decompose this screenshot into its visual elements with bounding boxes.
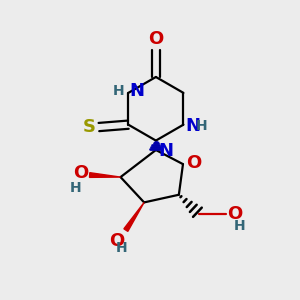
Text: O: O: [227, 205, 243, 223]
Text: O: O: [148, 29, 164, 47]
Polygon shape: [89, 173, 121, 177]
Text: H: H: [196, 119, 207, 133]
Text: H: H: [112, 84, 124, 98]
Text: H: H: [70, 181, 81, 195]
Text: H: H: [234, 220, 246, 233]
Text: O: O: [73, 164, 88, 182]
Polygon shape: [124, 202, 144, 231]
Text: O: O: [187, 154, 202, 172]
Text: H: H: [116, 241, 127, 255]
Text: O: O: [109, 232, 124, 250]
Text: N: N: [130, 82, 145, 100]
Text: N: N: [158, 142, 173, 160]
Text: N: N: [185, 117, 200, 135]
Text: S: S: [82, 118, 95, 136]
